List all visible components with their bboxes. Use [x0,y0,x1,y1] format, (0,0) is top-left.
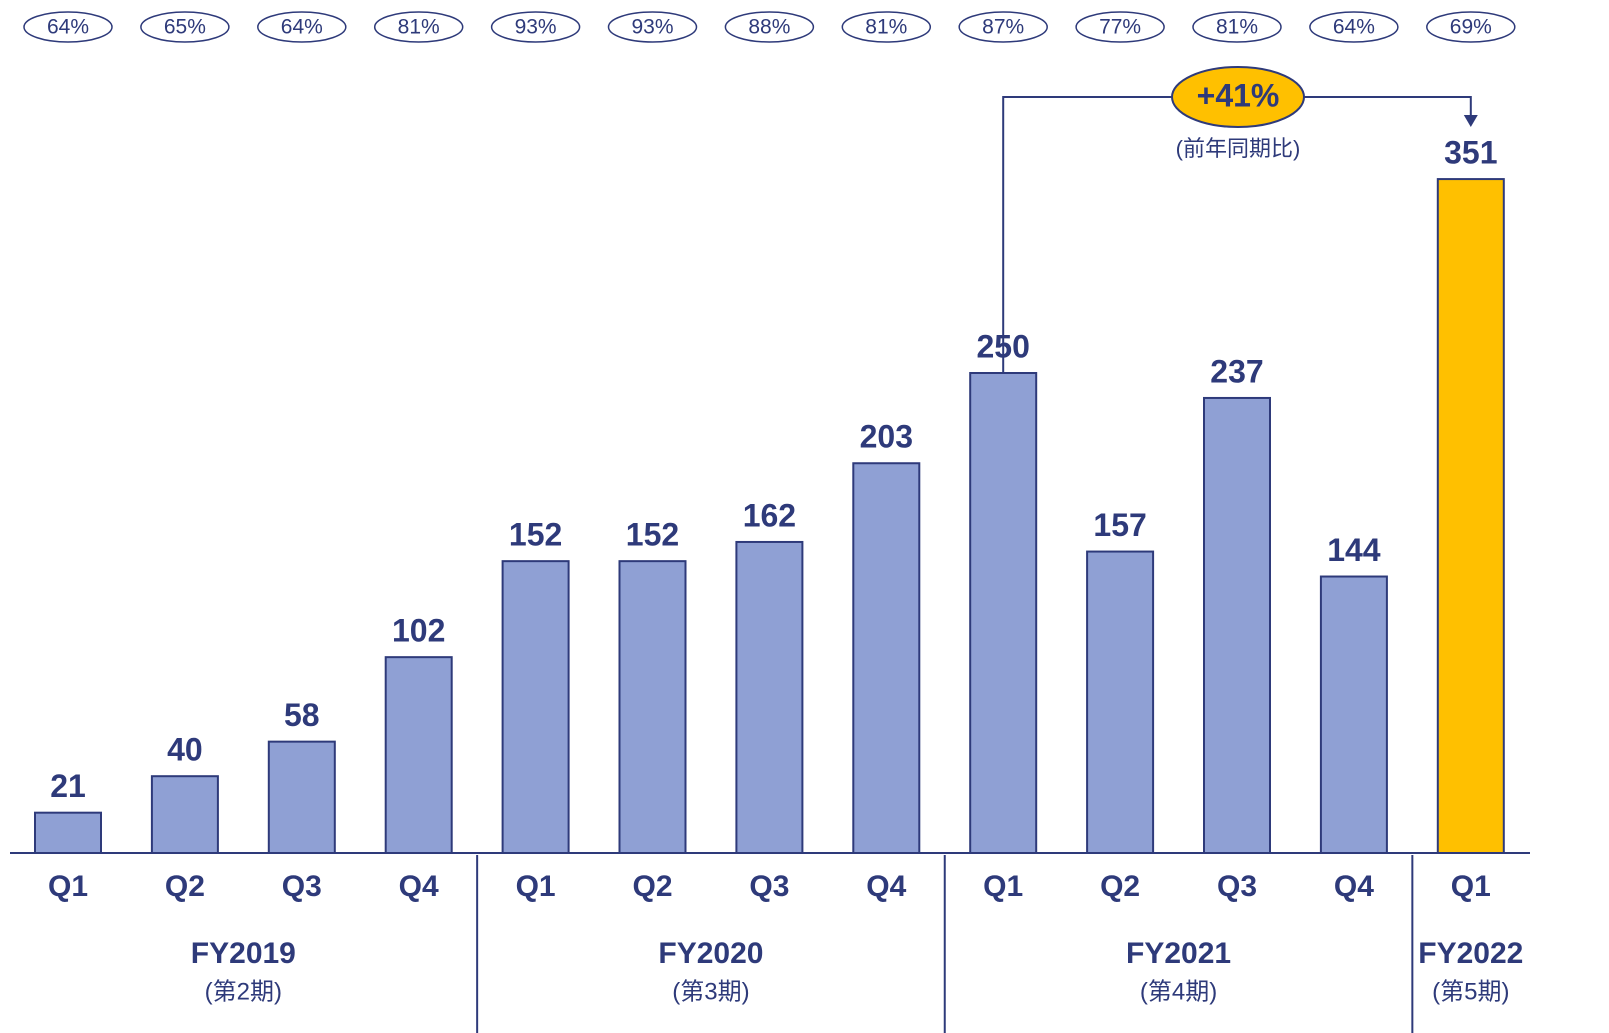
x-tick-label: Q4 [866,870,906,903]
ratio-label: 81% [1216,16,1258,39]
value-label: 237 [1210,353,1263,389]
ratio-oval [1426,11,1516,43]
ratio-label: 87% [982,16,1024,39]
growth-label: +41% [1197,77,1280,113]
bar [501,560,570,854]
value-label: 40 [167,732,203,768]
group-label: FY2019 [191,937,296,970]
group-sub-label: (第5期) [1432,978,1509,1005]
growth-note: (前年同期比) [1176,136,1301,161]
ratio-label: 88% [748,16,790,39]
value-label: 21 [50,768,86,804]
value-label: 203 [860,419,913,455]
growth-arrow [1463,115,1478,127]
ratio-label: 64% [47,16,89,39]
group-label: FY2022 [1418,937,1523,970]
bar [384,656,453,854]
x-tick-label: Q4 [1334,870,1374,903]
ratio-oval [724,11,815,43]
x-tick-label: Q2 [632,870,672,903]
ratio-oval [1075,11,1165,43]
group-sub-label: (第3期) [672,978,749,1005]
value-label: 152 [626,517,679,553]
bar [852,462,921,854]
bar [618,560,687,854]
ratio-oval [490,11,581,43]
ratio-label: 69% [1450,16,1492,39]
growth-oval [1171,66,1305,128]
ratio-label: 77% [1099,16,1141,39]
value-label: 144 [1327,532,1381,568]
bar [150,775,219,855]
x-tick-label: Q3 [749,870,789,903]
bar [1203,396,1271,854]
ratio-oval [1309,11,1399,43]
ratio-oval [257,11,347,43]
group-label: FY2021 [1126,937,1231,970]
bar [735,540,804,855]
ratio-label: 81% [865,16,907,39]
group-sub-label: (第4期) [1140,978,1217,1005]
ratio-oval [1192,11,1282,43]
x-tick-label: Q2 [165,870,205,903]
value-label: 58 [284,697,320,733]
ratio-oval [373,11,464,43]
bar [34,811,102,854]
x-tick-label: Q1 [983,870,1023,903]
ratio-label: 64% [1333,16,1375,39]
x-tick-label: Q1 [516,870,556,903]
group-label: FY2020 [658,937,763,970]
value-label: 162 [743,497,796,533]
x-tick-label: Q2 [1100,870,1140,903]
ratio-oval [607,11,698,43]
bar [969,372,1038,854]
bar [1436,178,1505,854]
x-tick-label: Q3 [282,870,322,903]
ratio-label: 64% [281,16,323,39]
bar [1319,575,1388,855]
ratio-oval [958,11,1048,43]
bar [1086,550,1155,854]
group-sub-label: (第2期) [205,978,282,1005]
x-tick-label: Q4 [399,870,439,903]
ratio-label: 93% [515,16,557,39]
value-label: 351 [1444,135,1497,171]
ratio-oval [23,11,113,43]
ratio-oval [140,11,230,43]
value-label: 152 [509,517,562,553]
x-tick-label: Q3 [1217,870,1257,903]
ratio-label: 65% [164,16,206,39]
ratio-label: 93% [631,16,673,39]
value-label: 102 [392,613,445,649]
ratio-oval [841,11,932,43]
value-label: 157 [1093,507,1146,543]
x-tick-label: Q1 [48,870,88,903]
x-tick-label: Q1 [1451,870,1491,903]
ratio-label: 81% [398,16,440,39]
bar [267,740,336,855]
